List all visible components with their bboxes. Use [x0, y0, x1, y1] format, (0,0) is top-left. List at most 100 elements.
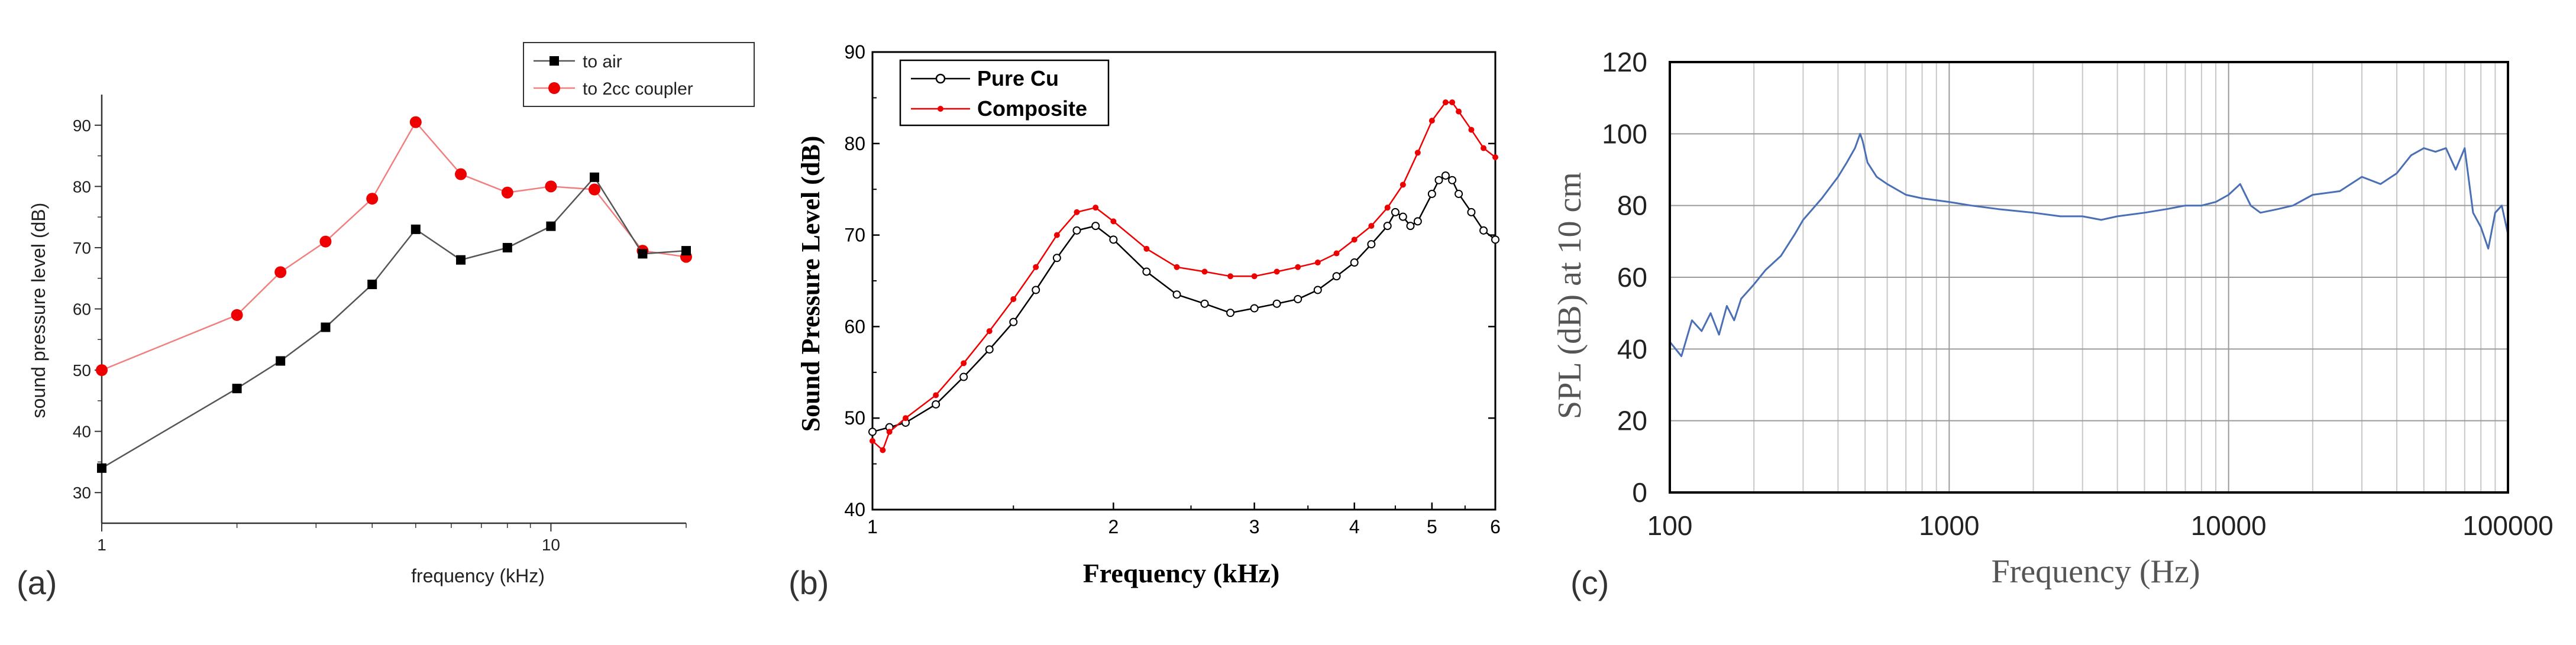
chart-a-series-line [101, 121, 687, 371]
chart-b-point-pure-cu [1406, 222, 1415, 231]
chart-b-point-pure-cu [1009, 317, 1018, 326]
chart-b-point-composite [1227, 273, 1234, 280]
chart-a-ytick-label: 60 [73, 300, 91, 319]
chart-c-ytick-label: 80 [1617, 190, 1647, 221]
chart-b-point-composite [1010, 296, 1017, 302]
chart-b-point-composite [1274, 268, 1280, 275]
chart-b-legend-marker-composite [938, 106, 943, 112]
chart-b-xlabel: Frequency (kHz) [1083, 558, 1280, 588]
chart-c-series-line [1669, 132, 2509, 357]
chart-c-xlabel: Frequency (Hz) [1992, 553, 2200, 590]
chart-b-point-composite [870, 437, 875, 444]
chart-b-point-composite [1468, 127, 1475, 133]
chart-a-ytick-label: 70 [73, 239, 91, 257]
chart-b-point-pure-cu [1109, 235, 1118, 244]
chart-a-point-to-air [321, 322, 331, 332]
chart-b-point-pure-cu [1142, 267, 1151, 276]
chart-a-point-to-air [411, 224, 421, 234]
chart-a-point-to-air [276, 356, 286, 366]
chart-b-point-composite [1481, 145, 1487, 151]
chart-b-point-pure-cu [1427, 189, 1436, 198]
chart-a-legend-marker-to-air [550, 56, 559, 66]
chart-c-ytick-label: 20 [1617, 406, 1647, 436]
chart-b-point-pure-cu [1491, 235, 1499, 244]
chart-b-ylabel: Sound Pressure Level (dB) [796, 136, 825, 432]
chart-b-point-pure-cu [1455, 189, 1463, 198]
chart-c-ytick-label: 0 [1632, 477, 1647, 508]
chart-b-ytick-label: 70 [844, 225, 865, 246]
chart-b-point-pure-cu [1313, 286, 1322, 294]
chart-a-point-coupler [501, 186, 513, 199]
chart-b-point-composite [933, 392, 939, 398]
chart-b-point-composite [880, 447, 886, 453]
panel-label-c: (c) [1570, 564, 1609, 601]
chart-c-ytick-label: 40 [1617, 333, 1647, 364]
chart-b-point-composite [1074, 209, 1080, 215]
chart-c-xtick-label: 1000 [1919, 510, 1979, 541]
chart-a-ytick-label: 40 [73, 423, 91, 441]
chart-b-point-pure-cu [985, 345, 994, 354]
chart-b-point-pure-cu [1391, 208, 1399, 216]
chart-a-point-to-air [546, 221, 556, 231]
chart-a-point-to-air [638, 249, 648, 259]
chart-a-point-coupler [366, 193, 379, 205]
chart-b-point-composite [1333, 250, 1340, 257]
chart-a-series [96, 116, 692, 473]
chart-b-point-composite [1442, 99, 1449, 106]
chart-b-point-composite [1174, 264, 1180, 270]
chart-c-axes [1669, 61, 2509, 494]
chart-a-point-to-air [97, 463, 106, 473]
chart-b-point-pure-cu [1441, 171, 1450, 180]
chart-b-point-pure-cu [1479, 226, 1488, 235]
chart-a-legend: to air to 2cc coupler [523, 42, 755, 107]
chart-a-xtick-label: 1 [97, 536, 106, 554]
chart-b-point-composite [1351, 236, 1358, 243]
chart-b-point-pure-cu [1413, 217, 1422, 226]
chart-b-xtick-label: 1 [867, 516, 878, 537]
chart-a-legend-marker-coupler [548, 82, 560, 94]
chart-a-point-coupler [588, 183, 600, 196]
chart-b-point-composite [1053, 232, 1060, 238]
chart-c-ytick-label: 120 [1602, 47, 1647, 77]
chart-c-series [1669, 132, 2509, 357]
chart-b-point-composite [961, 360, 967, 367]
chart-b-point-composite [903, 415, 909, 422]
chart-b-point-composite [1033, 264, 1039, 270]
chart-a-point-to-air [232, 384, 242, 394]
chart-a-point-coupler [231, 309, 243, 321]
chart-b-point-pure-cu [1367, 240, 1376, 249]
chart-a-point-to-air [456, 255, 466, 265]
chart-a-legend-label-coupler: to 2cc coupler [583, 79, 693, 99]
chart-a-point-coupler [274, 266, 287, 278]
chart-b-legend-label-composite: Composite [977, 96, 1087, 121]
chart-b-point-composite [986, 328, 993, 335]
chart-b-ytick-label: 60 [844, 316, 865, 337]
chart-c-ticks: 0 20 40 60 80 100 120 100 1000 10000 100000 [1602, 47, 2554, 541]
chart-b-point-pure-cu [1294, 294, 1302, 303]
chart-a-xlabel: frequency (kHz) [411, 565, 545, 586]
panel-label-b: (b) [788, 564, 829, 601]
chart-c-grid [1670, 62, 2508, 492]
chart-b-xtick-label: 2 [1108, 516, 1119, 537]
chart-c-ytick-label: 60 [1617, 262, 1647, 293]
chart-b-point-composite [1414, 150, 1421, 156]
chart-a-point-to-air [502, 242, 512, 252]
chart-b-point-pure-cu [1032, 286, 1040, 294]
chart-b-xtick-label: 3 [1249, 516, 1260, 537]
chart-b-xtick-label: 4 [1349, 516, 1360, 537]
chart-b-point-composite [1384, 205, 1391, 211]
chart-a-point-coupler [96, 364, 108, 377]
chart-b-legend: Pure Cu Composite [899, 59, 1110, 127]
chart-c-ylabel: SPL (dB) at 10 cm [1552, 172, 1588, 419]
chart-b-legend-box [899, 59, 1110, 127]
chart-b-point-composite [1314, 260, 1321, 266]
chart-b-point-pure-cu [1434, 176, 1443, 184]
chart-a-ytick-label: 50 [73, 361, 91, 380]
chart-b-point-pure-cu [1250, 304, 1259, 313]
chart-b-point-composite [1201, 268, 1208, 275]
chart-b-point-pure-cu [1172, 290, 1181, 299]
chart-b-series-line-composite [872, 101, 1496, 452]
chart-c-xtick-label: 10000 [2191, 510, 2267, 541]
chart-b-point-pure-cu [1072, 226, 1081, 235]
